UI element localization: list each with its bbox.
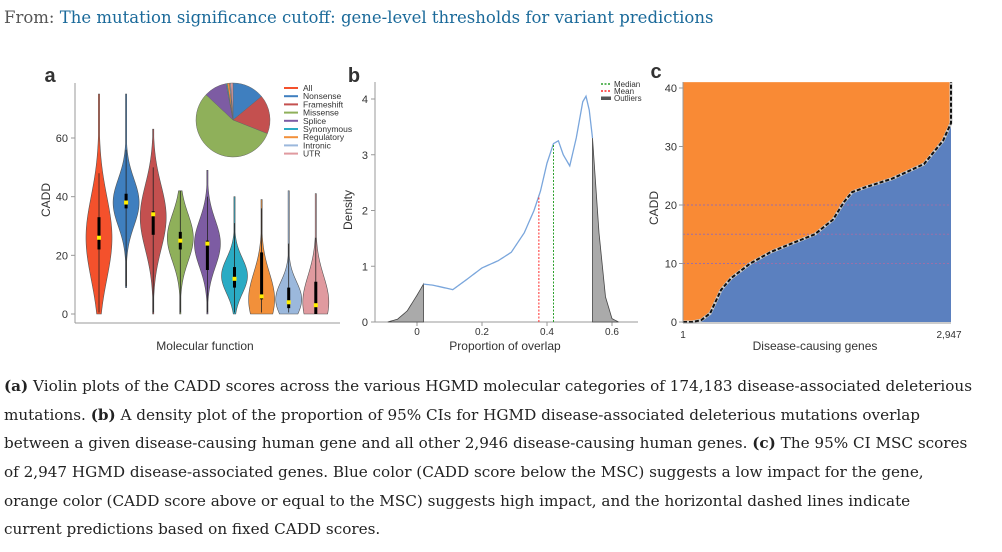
x-tick-label-c: 1 (680, 330, 686, 341)
low-impact-area (683, 123, 951, 322)
legend-label: All (303, 83, 313, 93)
figure-header: From: The mutation significance cutoff: … (4, 8, 713, 27)
pie-slice-missense (195, 94, 268, 158)
y-tick-label-b: 3 (362, 150, 368, 162)
y-tick-label-a: 40 (56, 192, 68, 204)
caption-line: (a) Violin plots of the CADD scores acro… (4, 372, 972, 401)
median-point (205, 241, 210, 246)
median-point (259, 294, 264, 299)
panel-label-b: b (348, 65, 360, 87)
y-tick-label-b: 1 (362, 261, 368, 273)
caption-text: mutations. (4, 405, 91, 424)
x-axis-label-a: Molecular function (156, 339, 253, 353)
y-tick-label-b: 4 (362, 94, 368, 106)
y-tick-label-a: 0 (62, 309, 68, 321)
caption-text: A density plot of the proportion of 95% … (115, 405, 921, 424)
caption-line: between a given disease-causing human ge… (4, 429, 972, 458)
x-tick-label-c: 2,947 (936, 330, 961, 341)
figure-caption: (a) Violin plots of the CADD scores acro… (4, 372, 972, 544)
article-title-link[interactable]: The mutation significance cutoff: gene-l… (59, 8, 714, 27)
legend-label-b: Mean (614, 87, 634, 96)
y-tick-label-a: 60 (56, 133, 68, 145)
y-tick-label-c: 40 (665, 83, 677, 95)
x-axis-label-b: Proportion of overlap (449, 339, 561, 353)
caption-line: of 2,947 HGMD disease-associated genes. … (4, 458, 972, 487)
legend-label: Synonymous (303, 124, 352, 134)
x-tick-label-b: 0.4 (540, 327, 554, 338)
median-point (232, 276, 237, 281)
y-tick-label-c: 20 (665, 200, 677, 212)
y-axis-label-c: CADD (647, 191, 661, 225)
legend-label: Nonsense (303, 91, 342, 101)
caption-text: of 2,947 HGMD disease-associated genes. … (4, 463, 924, 482)
legend-label-b: Outliers (614, 94, 642, 103)
x-tick-label-b: 0.6 (605, 327, 619, 338)
panel-ref: (c) (752, 434, 776, 453)
density-curve (423, 94, 594, 291)
panel-label-a: a (44, 65, 56, 87)
legend-label: Regulatory (303, 132, 345, 142)
caption-text: current predictions based on fixed CADD … (4, 520, 381, 539)
caption-text: Violin plots of the CADD scores across t… (28, 377, 973, 395)
panel-label-c: c (650, 61, 661, 83)
legend-label: Intronic (303, 140, 332, 150)
legend-label: Frameshift (303, 99, 344, 109)
caption-line: orange color (CADD score above or equal … (4, 487, 972, 516)
median-point (151, 212, 156, 217)
outlier-area-low (387, 282, 424, 323)
x-tick-label-b: 0.2 (475, 327, 489, 338)
legend-label-b: Median (614, 80, 640, 89)
y-axis-label-a: CADD (39, 183, 53, 217)
y-tick-label-c: 0 (671, 317, 677, 329)
y-tick-label-b: 0 (362, 317, 368, 329)
x-tick-label-b: 0 (414, 327, 420, 338)
caption-line: mutations. (b) A density plot of the pro… (4, 401, 972, 430)
legend-label: Splice (303, 116, 326, 126)
median-point (178, 238, 183, 243)
y-tick-label-a: 20 (56, 250, 68, 262)
median-point (124, 200, 129, 205)
y-tick-label-c: 10 (665, 259, 677, 271)
y-tick-label-c: 30 (665, 142, 677, 154)
y-axis-label-b: Density (341, 190, 355, 230)
caption-text: between a given disease-causing human ge… (4, 434, 753, 453)
x-axis-label-c: Disease-causing genes (753, 339, 878, 353)
panel-ref: (a) (4, 377, 29, 395)
median-point (313, 303, 318, 308)
msc-curve (683, 82, 952, 323)
median-point (286, 300, 291, 305)
caption-text: The 95% CI MSC scores (775, 434, 968, 453)
caption-text: orange color (CADD score above or equal … (4, 491, 911, 510)
median-point (97, 235, 101, 240)
panel-ref: (b) (90, 405, 116, 424)
y-tick-label-b: 2 (362, 206, 368, 218)
legend-label: Missense (303, 108, 339, 118)
legend-swatch-outliers (601, 96, 611, 100)
from-label: From: (4, 8, 60, 27)
legend-label: UTR (303, 149, 320, 159)
outlier-area-high (592, 137, 619, 323)
pie-slice-utr (230, 82, 234, 121)
caption-line: current predictions based on fixed CADD … (4, 515, 972, 544)
